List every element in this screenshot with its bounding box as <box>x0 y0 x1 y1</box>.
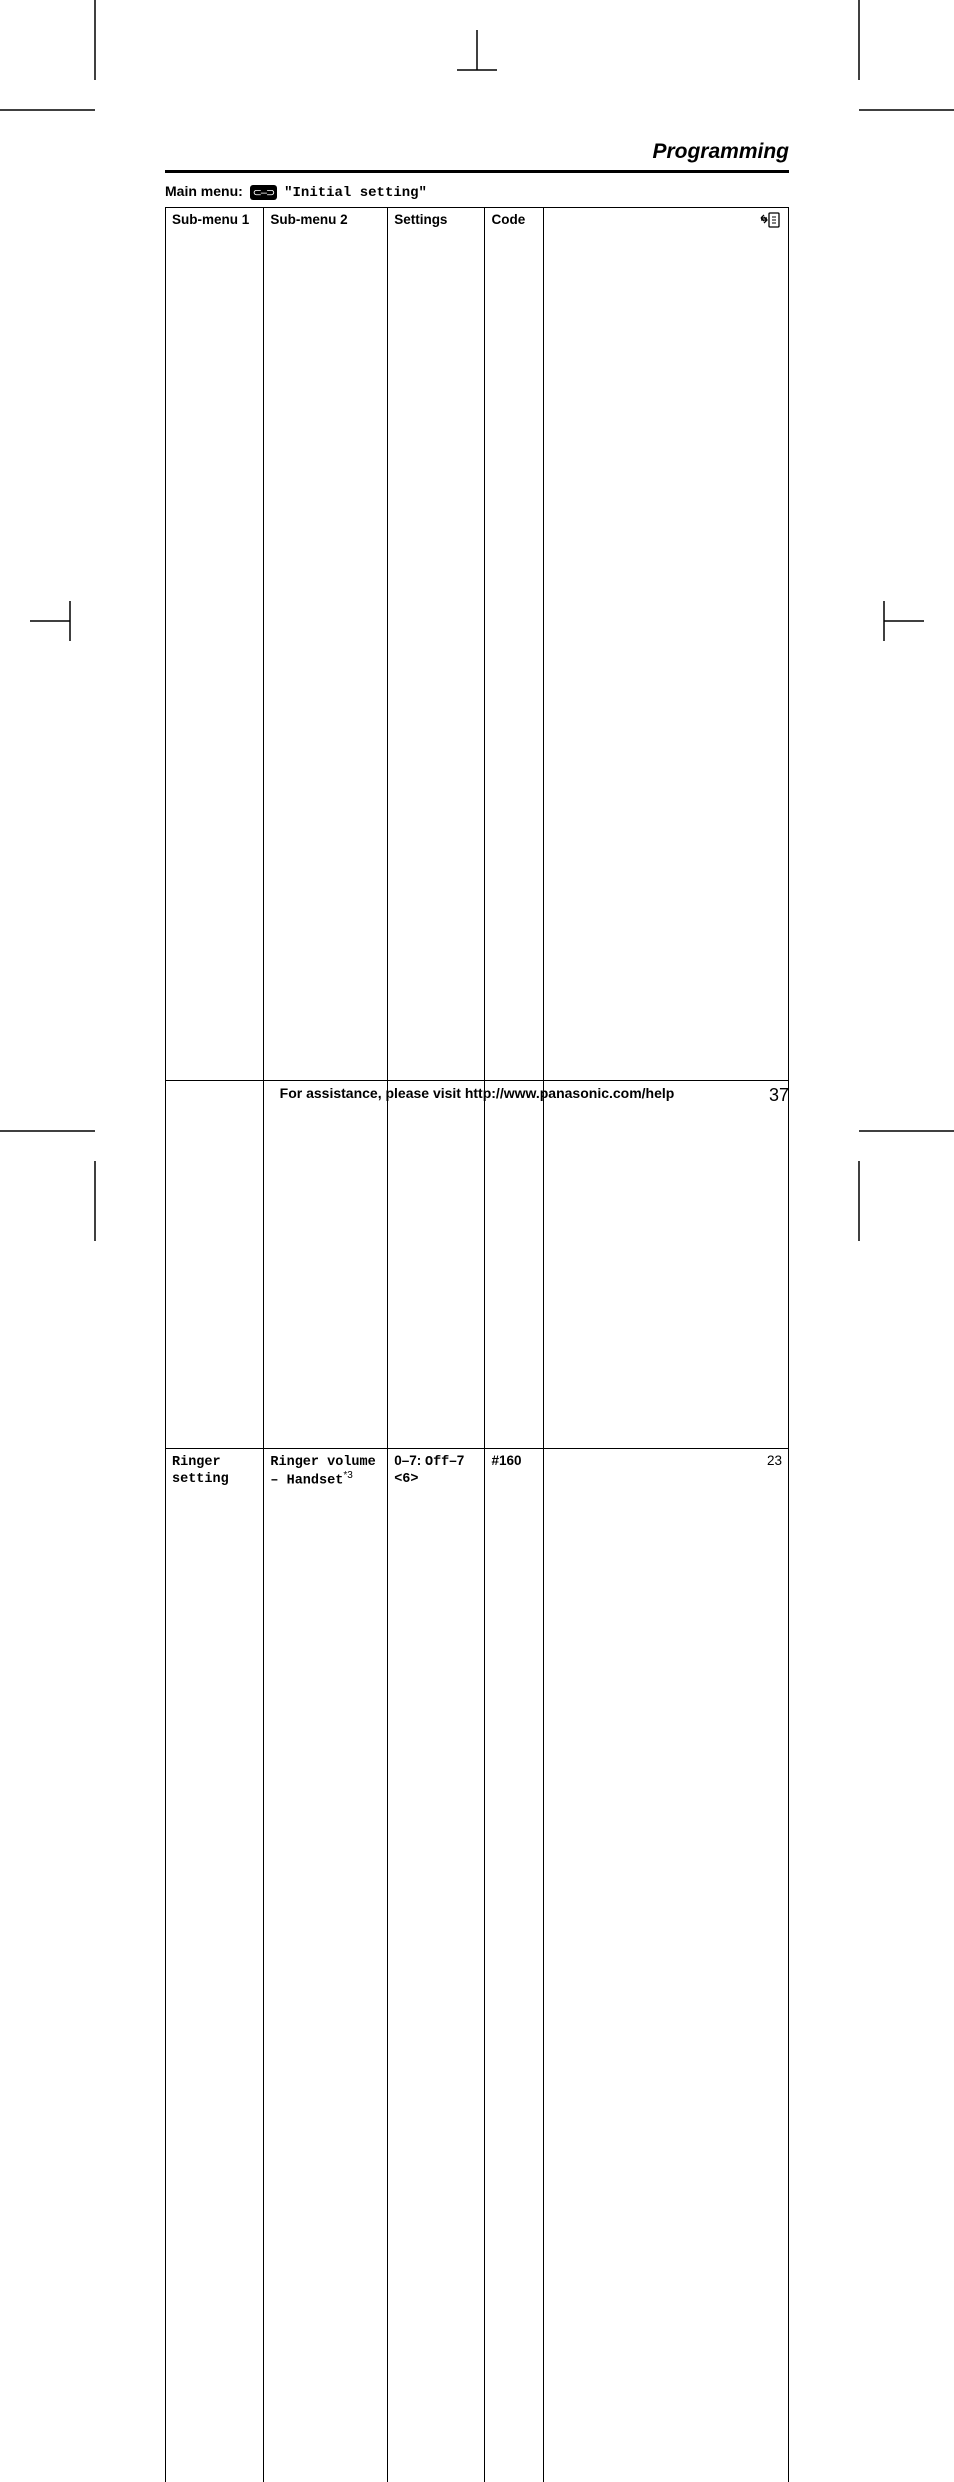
section-title: Programming <box>165 140 789 164</box>
header-page-icon <box>544 208 789 1449</box>
cell-submenu2: Ringer volume– Handset*3 <box>264 1449 388 2482</box>
header-sub2: Sub-menu 2 <box>264 208 388 1449</box>
crop-mark-icon <box>834 0 954 120</box>
main-menu-label: Main menu: <box>165 183 243 199</box>
table-row: Ringer settingRinger volume– Handset*30–… <box>166 1449 789 2482</box>
page-footer: For assistance, please visit http://www.… <box>165 1080 789 1101</box>
content-area: Programming Main menu: ⊂–⊃ "Initial sett… <box>165 140 789 1101</box>
settings-table: Sub-menu 1 Sub-menu 2 Settings Code <box>165 207 789 2482</box>
main-menu-line: Main menu: ⊂–⊃ "Initial setting" <box>165 183 789 201</box>
header-settings: Settings <box>388 208 485 1449</box>
register-mark-icon <box>30 601 90 641</box>
cell-submenu1: Ringer setting <box>166 1449 264 2482</box>
header-sub1: Sub-menu 1 <box>166 208 264 1449</box>
cell-page: 23 <box>544 1449 789 2482</box>
cell-settings: 0–7: Off–7 <6> <box>388 1449 485 2482</box>
cell-code: #160 <box>485 1449 544 2482</box>
footer-text: For assistance, please visit http://www.… <box>165 1085 789 1101</box>
crop-mark-icon <box>834 1121 954 1241</box>
table-header-row: Sub-menu 1 Sub-menu 2 Settings Code <box>166 208 789 1449</box>
crop-mark-icon <box>0 1121 120 1241</box>
table-body: Ringer settingRinger volume– Handset*30–… <box>166 1449 789 2482</box>
crop-mark-icon <box>0 0 120 120</box>
register-mark-icon <box>864 601 924 641</box>
main-menu-value: "Initial setting" <box>284 185 427 201</box>
register-mark-icon <box>457 30 497 90</box>
page-number: 37 <box>769 1085 789 1106</box>
link-icon: ⊂–⊃ <box>250 185 278 200</box>
page: Programming Main menu: ⊂–⊃ "Initial sett… <box>0 0 954 1241</box>
title-rule <box>165 170 789 173</box>
header-code: Code <box>485 208 544 1449</box>
